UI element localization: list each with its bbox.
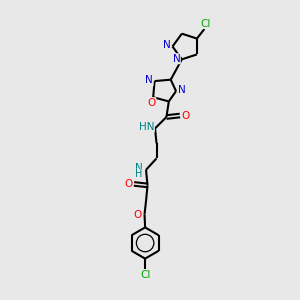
Text: HN: HN (139, 122, 154, 132)
Text: N: N (163, 40, 170, 50)
Text: O: O (148, 98, 156, 108)
Text: Cl: Cl (201, 19, 211, 28)
Text: N: N (172, 54, 180, 64)
Text: O: O (124, 179, 132, 189)
Text: Cl: Cl (140, 270, 150, 280)
Text: N: N (145, 76, 153, 85)
Text: N: N (178, 85, 185, 95)
Text: H: H (135, 169, 142, 179)
Text: O: O (134, 210, 142, 220)
Text: N: N (135, 163, 142, 173)
Text: O: O (182, 110, 190, 121)
